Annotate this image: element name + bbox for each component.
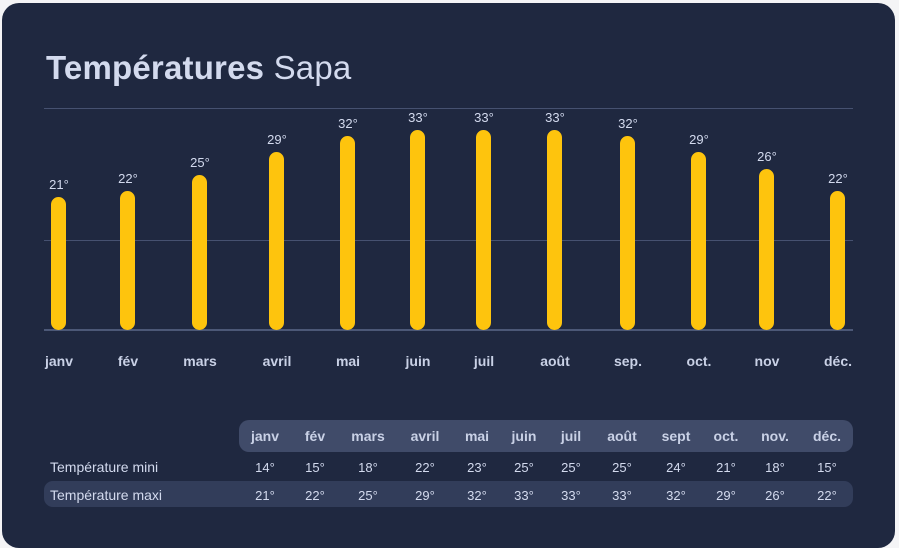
- table-cell: 21°: [255, 488, 275, 503]
- month-label: oct.: [686, 353, 712, 369]
- table-cell: 32°: [666, 488, 686, 503]
- chart-baseline: [44, 329, 853, 331]
- table-cell: 22°: [817, 488, 837, 503]
- table-cell: 23°: [467, 460, 487, 475]
- table-header-cell: août: [607, 428, 637, 444]
- table-cell: 25°: [561, 460, 581, 475]
- table-cell: 33°: [612, 488, 632, 503]
- table-cell: 18°: [765, 460, 785, 475]
- month-label: avril: [262, 353, 292, 369]
- table-cell: 32°: [467, 488, 487, 503]
- temperature-bar: [691, 152, 706, 330]
- bar-value-label: 21°: [49, 177, 69, 192]
- month-label: août: [540, 353, 570, 369]
- bar-value-label: 33°: [545, 110, 565, 125]
- table-cell: 14°: [255, 460, 275, 475]
- table-cell: 21°: [716, 460, 736, 475]
- month-label: janv: [44, 353, 73, 369]
- temperature-bar: [51, 197, 66, 330]
- temperature-bar: [120, 191, 135, 330]
- month-label: mars: [183, 353, 217, 369]
- bar-value-label: 22°: [118, 171, 138, 187]
- table-header-cell: juin: [511, 428, 537, 444]
- table-cell: 18°: [358, 460, 378, 475]
- bar-value-label: 33°: [474, 110, 494, 125]
- month-label: sep.: [613, 353, 642, 369]
- month-label: mai: [335, 353, 361, 369]
- temperature-bar: [269, 152, 284, 330]
- bar-value-label: 33°: [408, 110, 428, 125]
- table-header-cell: nov.: [761, 428, 789, 444]
- table-header-cell: juil: [560, 428, 582, 444]
- table-cell: 25°: [358, 488, 378, 503]
- month-label: fév: [117, 353, 139, 369]
- bar-value-label: 26°: [757, 149, 777, 165]
- table-cell: 25°: [612, 460, 632, 475]
- table-header-cell: sept: [661, 428, 691, 444]
- table-header-row: [239, 420, 853, 452]
- bar-value-label: 32°: [618, 115, 638, 131]
- month-label: juil: [473, 353, 495, 369]
- gridline-mid: [44, 240, 853, 241]
- table-cell: 15°: [817, 460, 837, 475]
- table-cell: 25°: [514, 460, 534, 475]
- temperature-bar: [476, 130, 491, 330]
- temperature-bar: [340, 135, 355, 330]
- month-label: juin: [405, 353, 431, 369]
- bar-value-label: 29°: [689, 132, 709, 148]
- bar-value-label: 22°: [828, 171, 848, 187]
- table-header-cell: janv: [250, 428, 279, 444]
- table-header-cell: avril: [410, 428, 440, 444]
- table-cell: 33°: [514, 488, 534, 503]
- table-cell: 22°: [415, 460, 435, 475]
- table-cell: 22°: [305, 488, 325, 503]
- bar-value-label: 32°: [338, 115, 358, 131]
- page-title: Températures Sapa: [46, 49, 351, 87]
- table-cell: 24°: [666, 460, 686, 475]
- row-label-mini: Température mini: [50, 459, 159, 475]
- month-label: nov: [754, 353, 780, 369]
- temperature-bar: [620, 135, 635, 330]
- month-label: déc.: [823, 353, 852, 369]
- table-header-cell: fév: [304, 428, 326, 444]
- temperature-bar: [547, 130, 562, 330]
- table-cell: 26°: [765, 488, 785, 503]
- title-bold: Températures: [46, 49, 265, 86]
- table-cell: 15°: [305, 460, 325, 475]
- table-header-cell: oct.: [713, 428, 739, 444]
- table-cell: 29°: [415, 488, 435, 503]
- gridline-top: [44, 108, 853, 109]
- table-header-cell: mars: [351, 428, 385, 444]
- temperature-bar: [410, 130, 425, 330]
- bar-value-label: 29°: [267, 132, 287, 148]
- table-cell: 33°: [561, 488, 581, 503]
- row-label-maxi: Température maxi: [50, 487, 163, 503]
- table-header-cell: mai: [464, 428, 490, 444]
- table-header-cell: déc.: [812, 428, 841, 444]
- temperature-bar: [759, 169, 774, 330]
- temperature-bar: [192, 174, 207, 330]
- table-cell: 29°: [716, 488, 736, 503]
- table-row-maxi-bg: [44, 481, 853, 507]
- title-location: Sapa: [273, 49, 352, 86]
- temperature-bar: [830, 191, 845, 330]
- temperature-card: Températures Sapa: [2, 3, 895, 548]
- bar-value-label: 25°: [190, 154, 210, 170]
